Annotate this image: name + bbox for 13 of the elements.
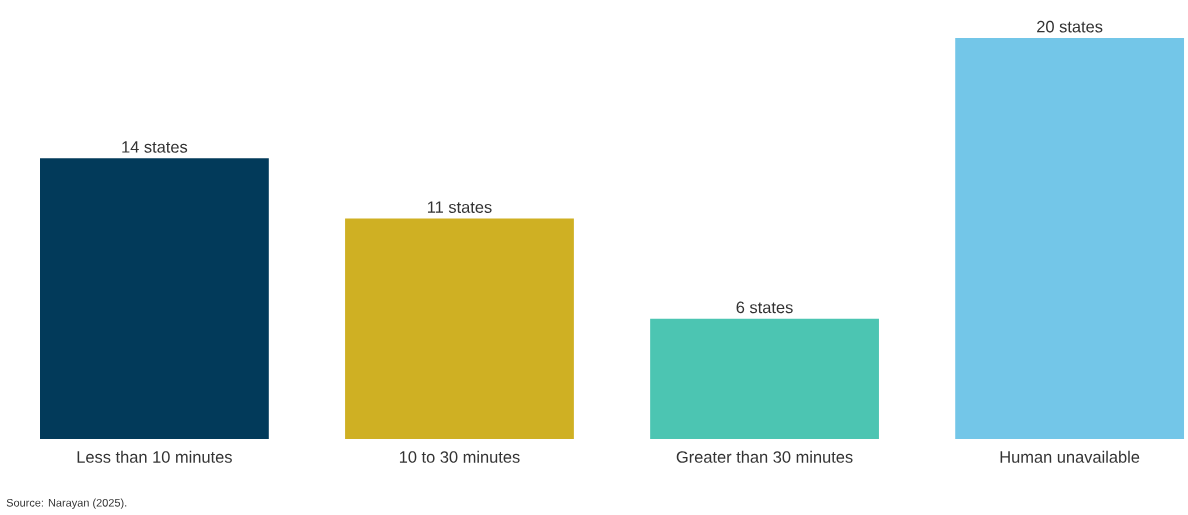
bar <box>345 218 574 439</box>
x-tick-label: Greater than 30 minutes <box>676 450 853 463</box>
data-label: 20 states <box>1037 20 1103 33</box>
bar <box>40 158 269 439</box>
data-label: 11 states <box>427 201 492 213</box>
source-note: Source: Narayan (2025). <box>6 498 127 509</box>
x-tick-label: 10 to 30 minutes <box>399 450 520 463</box>
data-label: 14 states <box>122 141 188 153</box>
bar <box>955 38 1185 439</box>
x-tick-label: Human unavailable <box>1000 450 1140 463</box>
x-tick-label: Less than 10 minutes <box>77 450 232 463</box>
data-label: 6 states <box>736 301 793 314</box>
bar <box>650 318 879 439</box>
